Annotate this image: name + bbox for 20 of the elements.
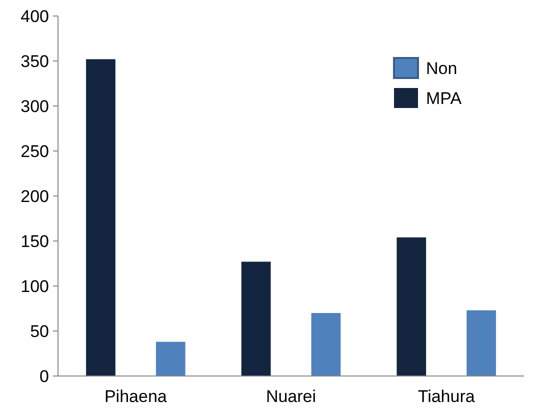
y-tick-label: 200 (20, 186, 49, 206)
bar (396, 237, 426, 376)
y-tick-label: 250 (20, 142, 49, 161)
y-tick-label: 350 (20, 52, 49, 71)
y-tick-label: 400 (20, 6, 49, 26)
legend-label: MPA (426, 88, 462, 108)
bar (86, 59, 116, 376)
y-tick-label: 0 (40, 366, 49, 386)
bar (311, 313, 341, 376)
bar (466, 310, 496, 376)
y-tick-label: 50 (30, 322, 49, 341)
x-tick-label: Nuarei (266, 387, 316, 406)
x-tick-label: Pihaena (104, 387, 168, 406)
y-tick-label: 100 (20, 276, 49, 296)
y-tick-label: 150 (20, 232, 49, 251)
bar (241, 262, 271, 376)
x-tick-label: Tiahura (418, 387, 476, 406)
y-tick-label: 300 (20, 96, 49, 116)
legend-label: Non (426, 58, 458, 78)
bar (156, 342, 186, 376)
